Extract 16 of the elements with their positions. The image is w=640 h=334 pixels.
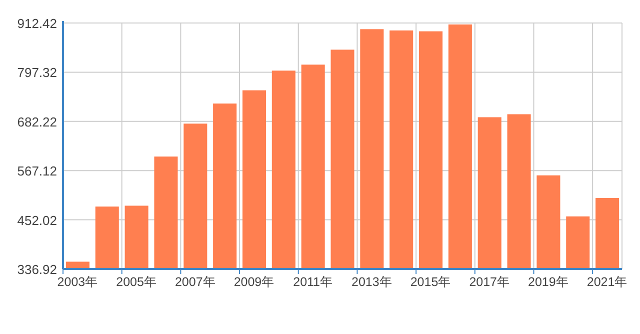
x-tick-label: 2007年 xyxy=(174,275,216,289)
x-tick-label: 2021年 xyxy=(586,275,628,289)
y-tick-label: 682.22 xyxy=(17,114,57,130)
x-tick-label: 2019年 xyxy=(528,275,569,289)
y-tick-label: 567.12 xyxy=(17,164,57,179)
x-tick-label: 2005年 xyxy=(116,275,157,289)
x-tick-label: 2017年 xyxy=(469,275,510,289)
x-tick-label: 2013年 xyxy=(352,275,392,289)
y-tick-label: 452.02 xyxy=(17,212,57,228)
x-tick-label: 2011年 xyxy=(293,275,334,289)
x-tick-label: 2003年 xyxy=(57,275,98,289)
y-tick-label: 336.92 xyxy=(17,262,57,277)
y-tick-label: 797.32 xyxy=(17,65,57,80)
x-tick-label: 2015年 xyxy=(410,275,452,289)
y-tick-label: 912.42 xyxy=(17,16,57,31)
x-tick-label: 2009年 xyxy=(234,275,275,289)
